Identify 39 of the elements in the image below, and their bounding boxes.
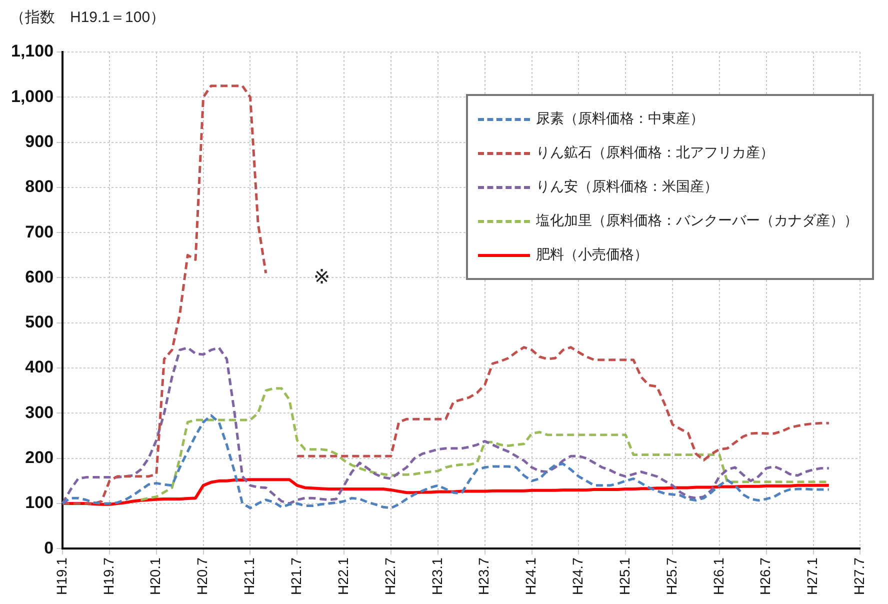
x-tick-label: H23.1	[428, 557, 445, 595]
x-tick-label: H27.1	[804, 557, 820, 595]
x-tick-label: H20.7	[194, 557, 210, 595]
annotation: ※	[313, 266, 330, 288]
line-series	[61, 346, 830, 505]
x-tick-label: H26.1	[710, 557, 726, 595]
y-tick-label: 1,000	[10, 86, 54, 106]
legend-label: りん鉱石（原料価格：北アフリカ産）	[536, 144, 774, 162]
x-tick-label: H19.7	[100, 557, 116, 595]
y-tick-label: 700	[25, 222, 54, 242]
line-series	[61, 414, 830, 510]
legend-label: 肥料（小売価格）	[536, 246, 648, 264]
x-tick-label: H19.1	[53, 557, 70, 595]
x-tick-label: H23.7	[476, 557, 492, 595]
y-tick-label: 400	[25, 358, 54, 377]
x-tick-label: H24.1	[522, 557, 539, 595]
y-tick-label: 500	[25, 312, 54, 332]
y-tick-label: 900	[25, 132, 54, 151]
y-tick-label: 300	[25, 402, 54, 422]
legend-label: 尿素（原料価格：中東産）	[536, 110, 704, 128]
y-tick-label: 800	[25, 177, 54, 196]
x-tick-label: H27.7	[851, 557, 868, 595]
y-tick-label: 1,100	[10, 42, 54, 61]
x-tick-label: H25.7	[663, 557, 680, 595]
y-axis-title: （指数 H19.1＝100）	[9, 8, 166, 28]
y-tick-label: 200	[25, 448, 54, 468]
legend-label: りん安（原料価格：米国産）	[536, 178, 718, 196]
x-tick-label: H22.1	[334, 557, 351, 595]
y-tick-label: 0	[44, 538, 54, 558]
x-tick-label: H25.1	[616, 557, 632, 595]
x-tick-label: H22.7	[382, 557, 398, 595]
y-tick-label: 100	[25, 493, 54, 512]
x-tick-label: H24.7	[570, 557, 586, 595]
x-tick-label: H21.7	[288, 557, 304, 595]
y-tick-label: 600	[25, 267, 54, 286]
x-tick-label: H26.7	[757, 557, 774, 595]
legend-label: 塩化加里（原料価格：バンクーバー（カナダ産））	[536, 212, 858, 230]
x-tick-label: H21.1	[241, 557, 258, 595]
x-tick-label: H20.1	[147, 557, 164, 595]
